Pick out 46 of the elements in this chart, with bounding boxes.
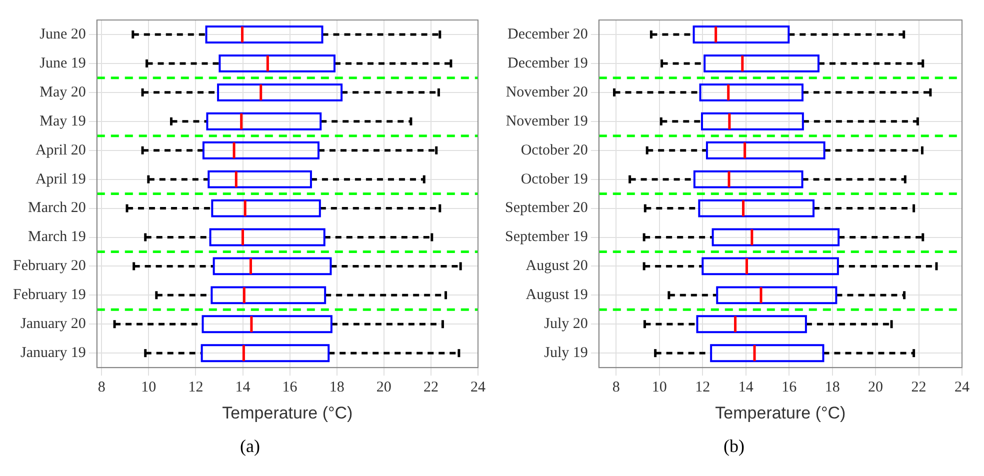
x-axis-title: Temperature (°C) — [222, 403, 353, 422]
y-tick-label: September 19 — [504, 229, 588, 246]
x-tick-label: 22 — [423, 380, 438, 396]
y-tick-label: August 20 — [526, 258, 588, 274]
x-tick-label: 22 — [911, 380, 926, 396]
y-tick-label: September 20 — [504, 200, 588, 216]
y-tick-label: January 19 — [20, 345, 86, 362]
x-axis-title: Temperature (°C) — [715, 403, 846, 422]
x-tick-label: 16 — [282, 380, 298, 396]
x-tick-label: 24 — [470, 380, 486, 396]
y-tick-label: May 20 — [40, 84, 86, 100]
x-tick-label: 24 — [954, 380, 970, 396]
x-tick-label: 14 — [738, 380, 754, 396]
y-tick-label: March 20 — [28, 200, 86, 216]
y-tick-label: February 19 — [12, 287, 86, 304]
x-tick-label: 8 — [612, 380, 620, 396]
y-tick-label: May 19 — [40, 113, 86, 130]
x-tick-label: 18 — [329, 380, 344, 396]
x-tick-label: 20 — [868, 380, 884, 396]
y-tick-label: August 19 — [526, 287, 588, 304]
y-tick-label: June 19 — [40, 55, 86, 72]
x-tick-label: 12 — [188, 380, 204, 396]
text: (a) — [240, 436, 260, 457]
x-tick-label: 16 — [782, 380, 798, 396]
y-tick-label: December 20 — [508, 26, 588, 42]
y-tick-label: October 19 — [520, 171, 588, 188]
y-tick-label: November 19 — [506, 113, 588, 130]
y-tick-label: July 20 — [544, 316, 588, 332]
y-tick-label: December 19 — [508, 55, 588, 72]
y-tick-label: March 19 — [28, 229, 86, 246]
y-tick-label: April 20 — [35, 142, 86, 158]
x-tick-label: 20 — [376, 380, 392, 396]
y-tick-label: November 20 — [506, 84, 588, 100]
y-tick-label: June 20 — [40, 26, 86, 42]
x-tick-label: 12 — [695, 380, 710, 396]
y-tick-label: January 20 — [20, 316, 86, 332]
x-tick-label: 8 — [98, 380, 106, 396]
y-tick-label: February 20 — [12, 258, 86, 274]
y-tick-label: October 20 — [520, 142, 588, 158]
x-tick-label: 10 — [652, 380, 667, 396]
y-tick-label: July 19 — [544, 345, 588, 362]
text: (b) — [724, 436, 744, 457]
y-tick-label: April 19 — [35, 171, 86, 188]
x-tick-label: 14 — [235, 380, 251, 396]
x-tick-label: 18 — [824, 380, 840, 396]
x-tick-label: 10 — [141, 380, 156, 396]
